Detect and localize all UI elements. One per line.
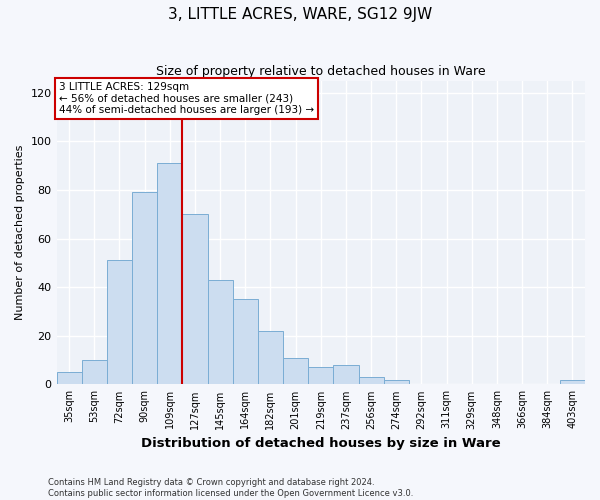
Bar xyxy=(359,377,383,384)
Bar xyxy=(334,365,359,384)
Bar xyxy=(383,380,409,384)
Bar xyxy=(56,372,82,384)
Bar xyxy=(107,260,132,384)
Text: Contains HM Land Registry data © Crown copyright and database right 2024.
Contai: Contains HM Land Registry data © Crown c… xyxy=(48,478,413,498)
Bar xyxy=(157,163,182,384)
Text: 3, LITTLE ACRES, WARE, SG12 9JW: 3, LITTLE ACRES, WARE, SG12 9JW xyxy=(168,8,432,22)
Bar xyxy=(233,300,258,384)
Text: 3 LITTLE ACRES: 129sqm
← 56% of detached houses are smaller (243)
44% of semi-de: 3 LITTLE ACRES: 129sqm ← 56% of detached… xyxy=(59,82,314,116)
Bar xyxy=(208,280,233,384)
Bar xyxy=(182,214,208,384)
Bar xyxy=(258,331,283,384)
Bar xyxy=(560,380,585,384)
Bar xyxy=(82,360,107,384)
Bar xyxy=(132,192,157,384)
Bar xyxy=(283,358,308,384)
Bar xyxy=(308,368,334,384)
X-axis label: Distribution of detached houses by size in Ware: Distribution of detached houses by size … xyxy=(141,437,500,450)
Y-axis label: Number of detached properties: Number of detached properties xyxy=(15,145,25,320)
Title: Size of property relative to detached houses in Ware: Size of property relative to detached ho… xyxy=(156,65,485,78)
